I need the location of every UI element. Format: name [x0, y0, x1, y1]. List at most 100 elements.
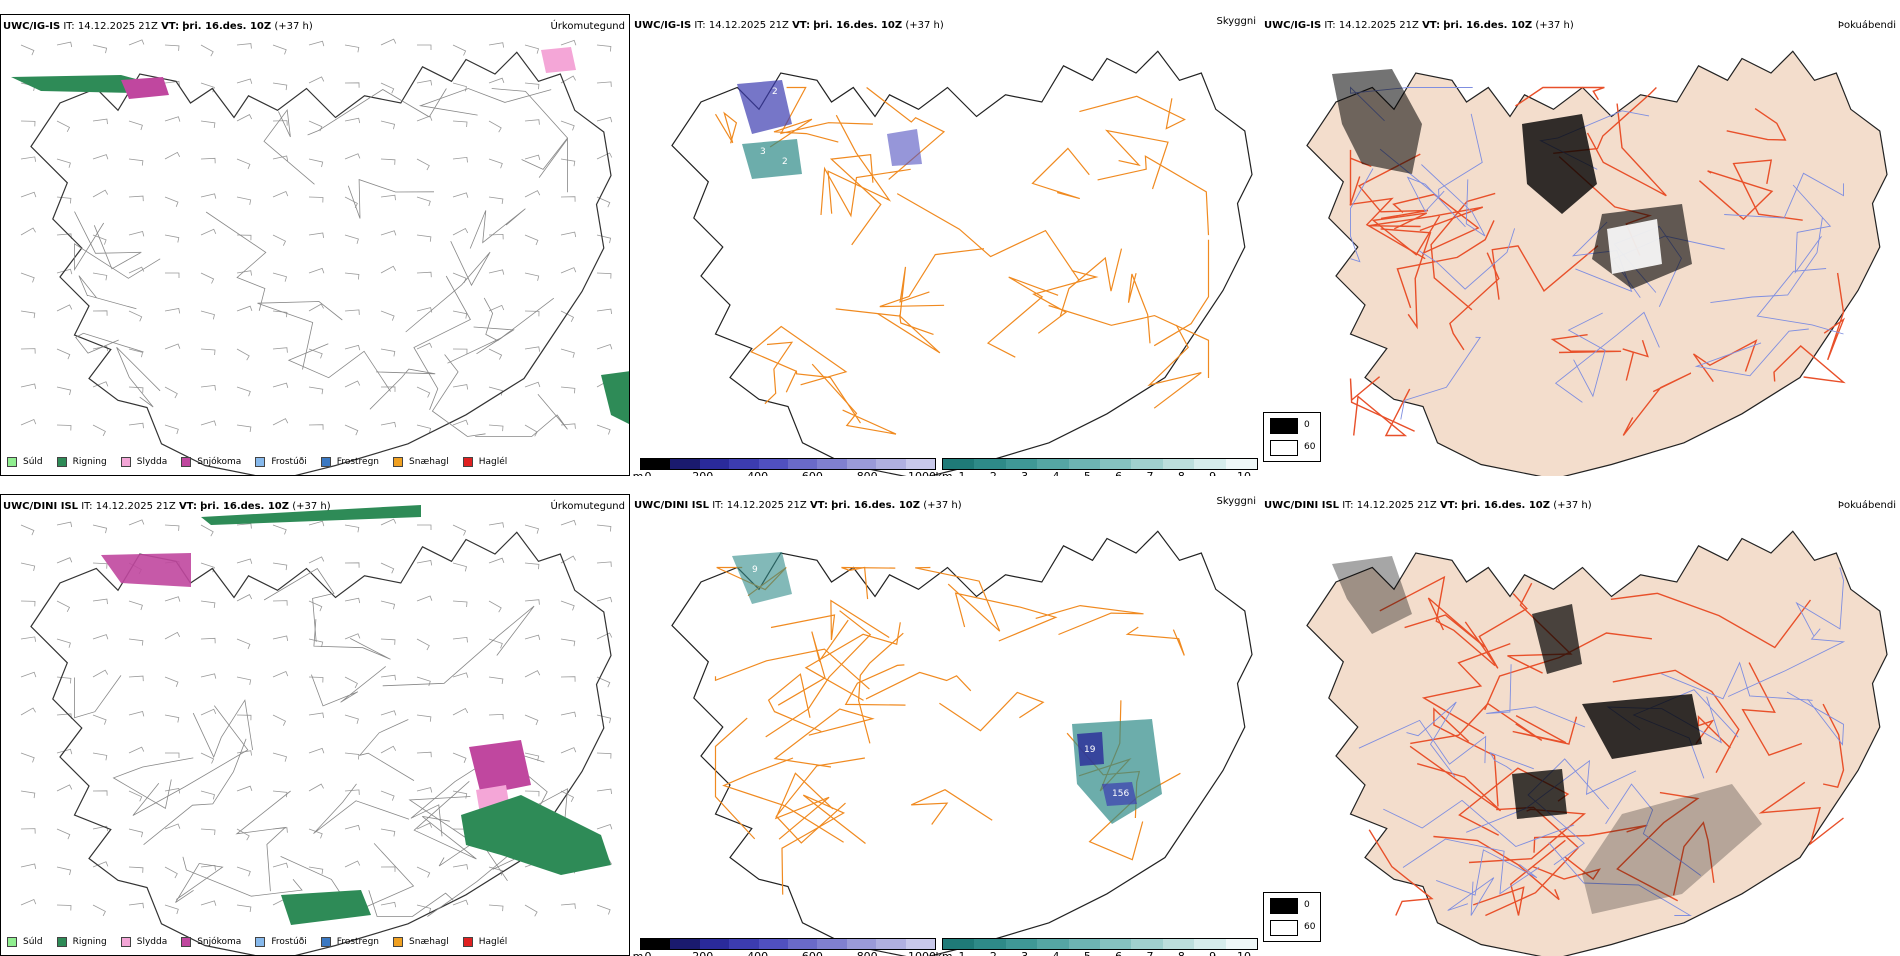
wind-barb: [20, 272, 35, 283]
network-line: [1533, 824, 1648, 853]
network-line: [1032, 270, 1099, 334]
colorbar-tick: 0: [645, 470, 652, 476]
network-line: [781, 794, 866, 895]
wind-barb: [308, 676, 324, 683]
wind-barb: [164, 631, 181, 640]
colorbar-segment: [699, 459, 730, 469]
wind-barb: [20, 524, 35, 536]
wind-barb: [20, 863, 37, 869]
wind-barb: [308, 158, 324, 168]
wind-barb: [380, 638, 396, 645]
network-line: [1392, 193, 1480, 255]
wind-barb: [308, 783, 324, 792]
colorbar-segment: [1068, 939, 1101, 949]
wind-barb: [20, 671, 37, 678]
network-line: [1728, 628, 1846, 697]
colorbar-segment: [1037, 459, 1069, 469]
network-line: [1406, 176, 1466, 228]
precip-legend: Súld Rigning Slydda Snjókoma Frostúði Frostre…: [7, 937, 507, 947]
wind-barb: [164, 343, 181, 350]
wind-barb: [524, 44, 539, 54]
wind-barb: [596, 904, 611, 915]
network-line: [866, 87, 946, 180]
wind-barb: [128, 310, 143, 322]
wind-barb: [524, 272, 540, 281]
network-line: [1795, 567, 1844, 636]
wind-barb: [272, 418, 289, 426]
colorbar-tick: 1000: [908, 950, 936, 956]
colorbar-tick: 600: [802, 950, 823, 956]
legend-item: Frostúði: [255, 457, 307, 467]
colorbar-tick: 2: [990, 950, 997, 956]
network-line: [307, 88, 447, 136]
network-line: [1823, 272, 1846, 361]
colorbar-segment: [729, 939, 759, 949]
wind-barb: [452, 384, 469, 390]
wind-barb: [236, 594, 253, 602]
colorbar-tick: 5: [1084, 470, 1091, 476]
colorbar-segment: [905, 459, 936, 469]
network-line: [1489, 751, 1534, 771]
wind-barb: [20, 191, 37, 198]
network-line: [767, 673, 822, 733]
wind-barb: [236, 714, 252, 721]
network-line: [1396, 220, 1495, 309]
legend-item: Frostregn: [320, 457, 379, 467]
wind-barb: [560, 231, 577, 238]
legend-item: Haglél: [462, 457, 507, 467]
wind-barb: [20, 707, 36, 716]
network-line: [1048, 304, 1210, 378]
network-line: [750, 325, 848, 386]
wind-barb: [200, 310, 215, 320]
colorbar-tick: 8: [1178, 470, 1185, 476]
colorbar-segment: [641, 939, 671, 949]
wind-barb: [128, 675, 144, 682]
network-line: [722, 757, 844, 843]
wind-barb: [272, 714, 287, 726]
wind-barb: [200, 420, 217, 426]
panel-title: Þokuábendi: [1837, 500, 1896, 511]
wind-barb: [92, 424, 106, 437]
wind-barb: [560, 555, 576, 564]
wind-barb: [20, 898, 37, 906]
colorbar-segment: [846, 459, 877, 469]
wind-barb: [56, 158, 71, 168]
wind-barb: [524, 790, 540, 797]
wind-barb: [56, 120, 71, 132]
wind-barb: [488, 304, 505, 312]
legend-label: Súld: [23, 457, 43, 467]
network-line: [1515, 86, 1605, 107]
wind-barb: [92, 752, 108, 761]
wind-barb: [380, 265, 397, 274]
wind-barb: [164, 714, 180, 723]
wind-barb: [308, 348, 323, 359]
wind-barb: [488, 196, 504, 204]
network-line: [1358, 153, 1429, 220]
wind-barb: [452, 44, 467, 56]
network-line: [483, 297, 555, 342]
network-line: [1035, 604, 1144, 636]
network-line: [1773, 345, 1846, 384]
network-line: [132, 705, 249, 816]
wind-barb: [164, 823, 181, 830]
lead-time: (+37 h): [274, 21, 313, 32]
wind-barb: [236, 638, 251, 650]
wind-barb: [56, 268, 73, 275]
network-line: [78, 275, 137, 310]
legend-swatch: [393, 457, 404, 467]
network-line: [1153, 239, 1210, 347]
rain-area-se: [461, 795, 611, 875]
network-line: [1567, 312, 1606, 398]
wind-barb: [452, 707, 469, 716]
network-line: [182, 856, 303, 897]
wind-barb: [56, 828, 71, 840]
wind-barb: [452, 562, 467, 572]
network-line: [1031, 147, 1090, 200]
it-value: 14.12.2025 21Z: [1338, 20, 1419, 31]
wind-barb: [560, 310, 575, 322]
wind-barb: [164, 524, 180, 531]
wind-barb: [200, 790, 215, 800]
network-line: [1379, 113, 1483, 199]
wind-barb: [488, 638, 503, 649]
network-line: [538, 137, 568, 193]
